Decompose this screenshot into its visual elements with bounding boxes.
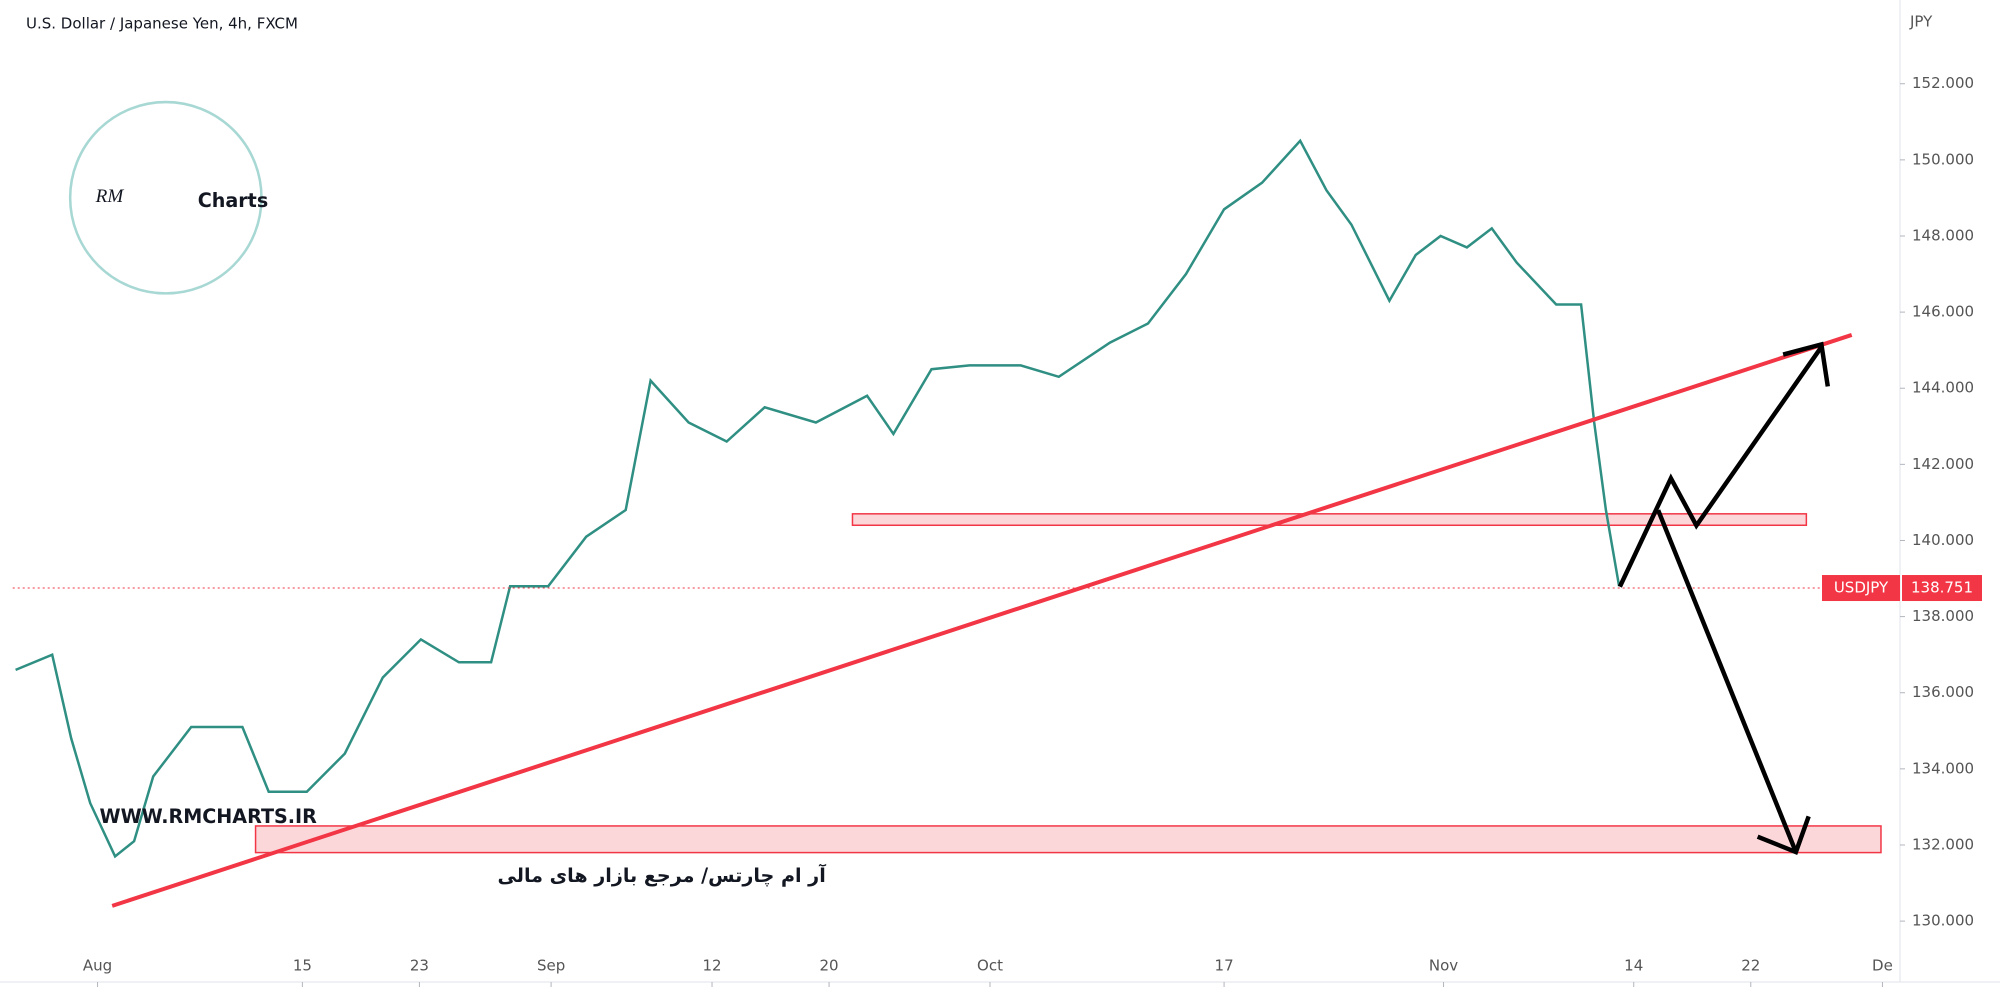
x-tick-label: Nov <box>1429 957 1458 975</box>
x-tick-label: Sep <box>537 957 565 975</box>
tagline: آر ام چارتس/ مرجع بازار های مالی <box>497 863 826 887</box>
chart-title: U.S. Dollar / Japanese Yen, 4h, FXCM <box>26 15 298 33</box>
logo-ring <box>68 100 263 295</box>
x-tick-label: 23 <box>410 957 429 975</box>
logo-text: Charts <box>198 189 269 212</box>
y-tick-label: 134.000 <box>1912 759 1974 777</box>
x-tick-label: De <box>1872 957 1893 975</box>
projection-arrows <box>1617 341 1830 855</box>
arrow <box>1617 345 1824 588</box>
zone <box>254 825 1882 854</box>
symbol-label: USDJPY <box>1834 579 1889 597</box>
x-tick-label: 20 <box>820 957 839 975</box>
price-label-bg <box>1902 575 1982 602</box>
x-tick-label: 17 <box>1215 957 1234 975</box>
trendline <box>111 333 1853 908</box>
y-tick-label: 130.000 <box>1912 912 1974 930</box>
y-tick-label: 148.000 <box>1912 226 1974 244</box>
zone <box>851 513 1808 527</box>
site-url: WWW.RMCHARTS.IR <box>99 805 317 828</box>
arrow-head <box>1782 341 1830 387</box>
arrow-head <box>1756 815 1811 855</box>
y-tick-label: 142.000 <box>1912 455 1974 473</box>
symbol-label-bg <box>1822 575 1900 602</box>
y-axis-label: JPY <box>1909 13 1933 31</box>
price-line <box>15 138 1621 859</box>
logo-script: RM <box>95 186 125 207</box>
x-tick-label: Aug <box>83 957 112 975</box>
price-label: 138.751 <box>1911 579 1973 597</box>
y-tick-label: 136.000 <box>1912 683 1974 701</box>
y-tick-label: 140.000 <box>1912 531 1974 549</box>
x-tick-label: 22 <box>1741 957 1760 975</box>
x-tick-label: 15 <box>293 957 312 975</box>
y-tick-label: 150.000 <box>1912 150 1974 168</box>
y-tick-label: 146.000 <box>1912 303 1974 321</box>
arrow <box>1656 509 1798 853</box>
y-tick-label: 144.000 <box>1912 379 1974 397</box>
y-tick-label: 138.000 <box>1912 607 1974 625</box>
x-tick-label: 14 <box>1624 957 1643 975</box>
y-tick-label: 132.000 <box>1912 835 1974 853</box>
logo: RM Charts WWW.RMCHARTS.IR آر ام چارتس/ م… <box>68 100 826 887</box>
x-tick-label: 12 <box>702 957 721 975</box>
y-tick-label: 152.000 <box>1912 74 1974 92</box>
x-tick-label: Oct <box>977 957 1003 975</box>
